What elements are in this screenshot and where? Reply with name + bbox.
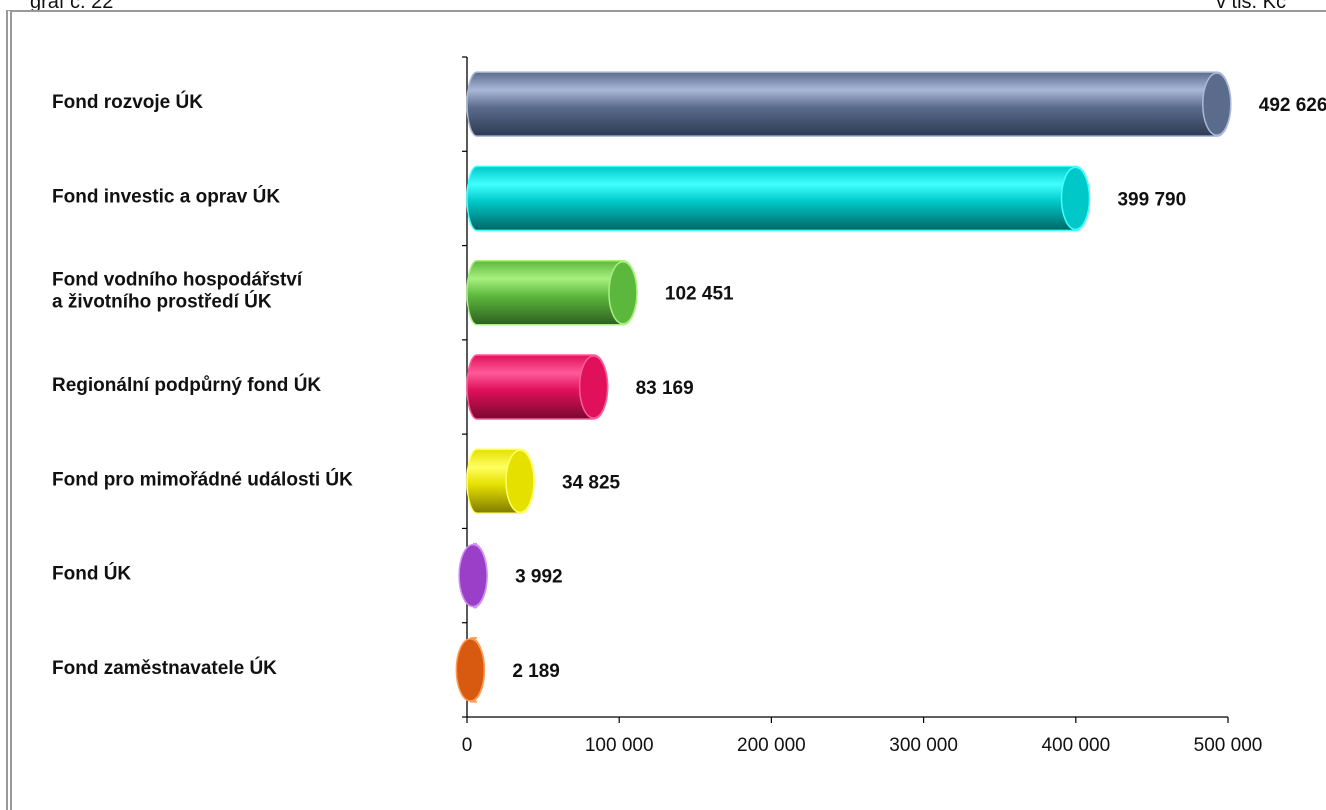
- bar-value-label: 83 169: [636, 378, 694, 399]
- x-tick-label: 500 000: [1194, 735, 1263, 756]
- bar-value-label: 3 992: [515, 567, 563, 588]
- bar-value-label: 2 189: [512, 661, 560, 682]
- bar-value-label: 492 626: [1259, 95, 1326, 116]
- bar-cap: [455, 638, 486, 702]
- x-tick-label: 100 000: [585, 735, 654, 756]
- category-label: Fond zaměstnavatele ÚK: [52, 657, 277, 679]
- unit-label: v tis. Kč: [1215, 0, 1286, 13]
- category-label: Fond ÚK: [52, 563, 131, 585]
- bar-cap: [578, 355, 609, 419]
- bar-value-label: 102 451: [665, 284, 734, 305]
- x-tick-label: 400 000: [1041, 735, 1110, 756]
- category-label: Fond rozvoje ÚK: [52, 91, 203, 113]
- bar-cap: [505, 449, 535, 514]
- category-label: Fond pro mimořádné události ÚK: [52, 468, 353, 490]
- category-label: Fond investic a oprav ÚK: [52, 185, 280, 207]
- x-tick-label: 300 000: [889, 735, 958, 756]
- bar: [466, 165, 1091, 232]
- labels-layer: 492 626 Fond rozvoje ÚK 399 790 Fond invest…: [52, 91, 1326, 682]
- category-label: Fond vodního hospodářství: [52, 270, 303, 291]
- category-label: a životního prostředí ÚK: [52, 291, 272, 313]
- chart-frame: [6, 10, 1326, 810]
- bar-value-label: 399 790: [1117, 189, 1186, 210]
- category-label: Regionální podpůrný fond ÚK: [52, 374, 321, 396]
- bar-cap: [1060, 166, 1091, 231]
- x-tick-label: 200 000: [737, 735, 806, 756]
- bars-layer: [455, 71, 1232, 703]
- bar-cap: [608, 260, 638, 325]
- bar-cap: [458, 543, 488, 608]
- bar: [466, 71, 1232, 137]
- axis-layer: 0 100 000 200 000 300 000 400 000 500 000: [462, 56, 1263, 756]
- bar-value-label: 34 825: [562, 472, 621, 493]
- x-tick-label: 0: [462, 735, 473, 756]
- chart-number: graf č. 22: [30, 0, 114, 13]
- bar-cap: [1202, 72, 1232, 136]
